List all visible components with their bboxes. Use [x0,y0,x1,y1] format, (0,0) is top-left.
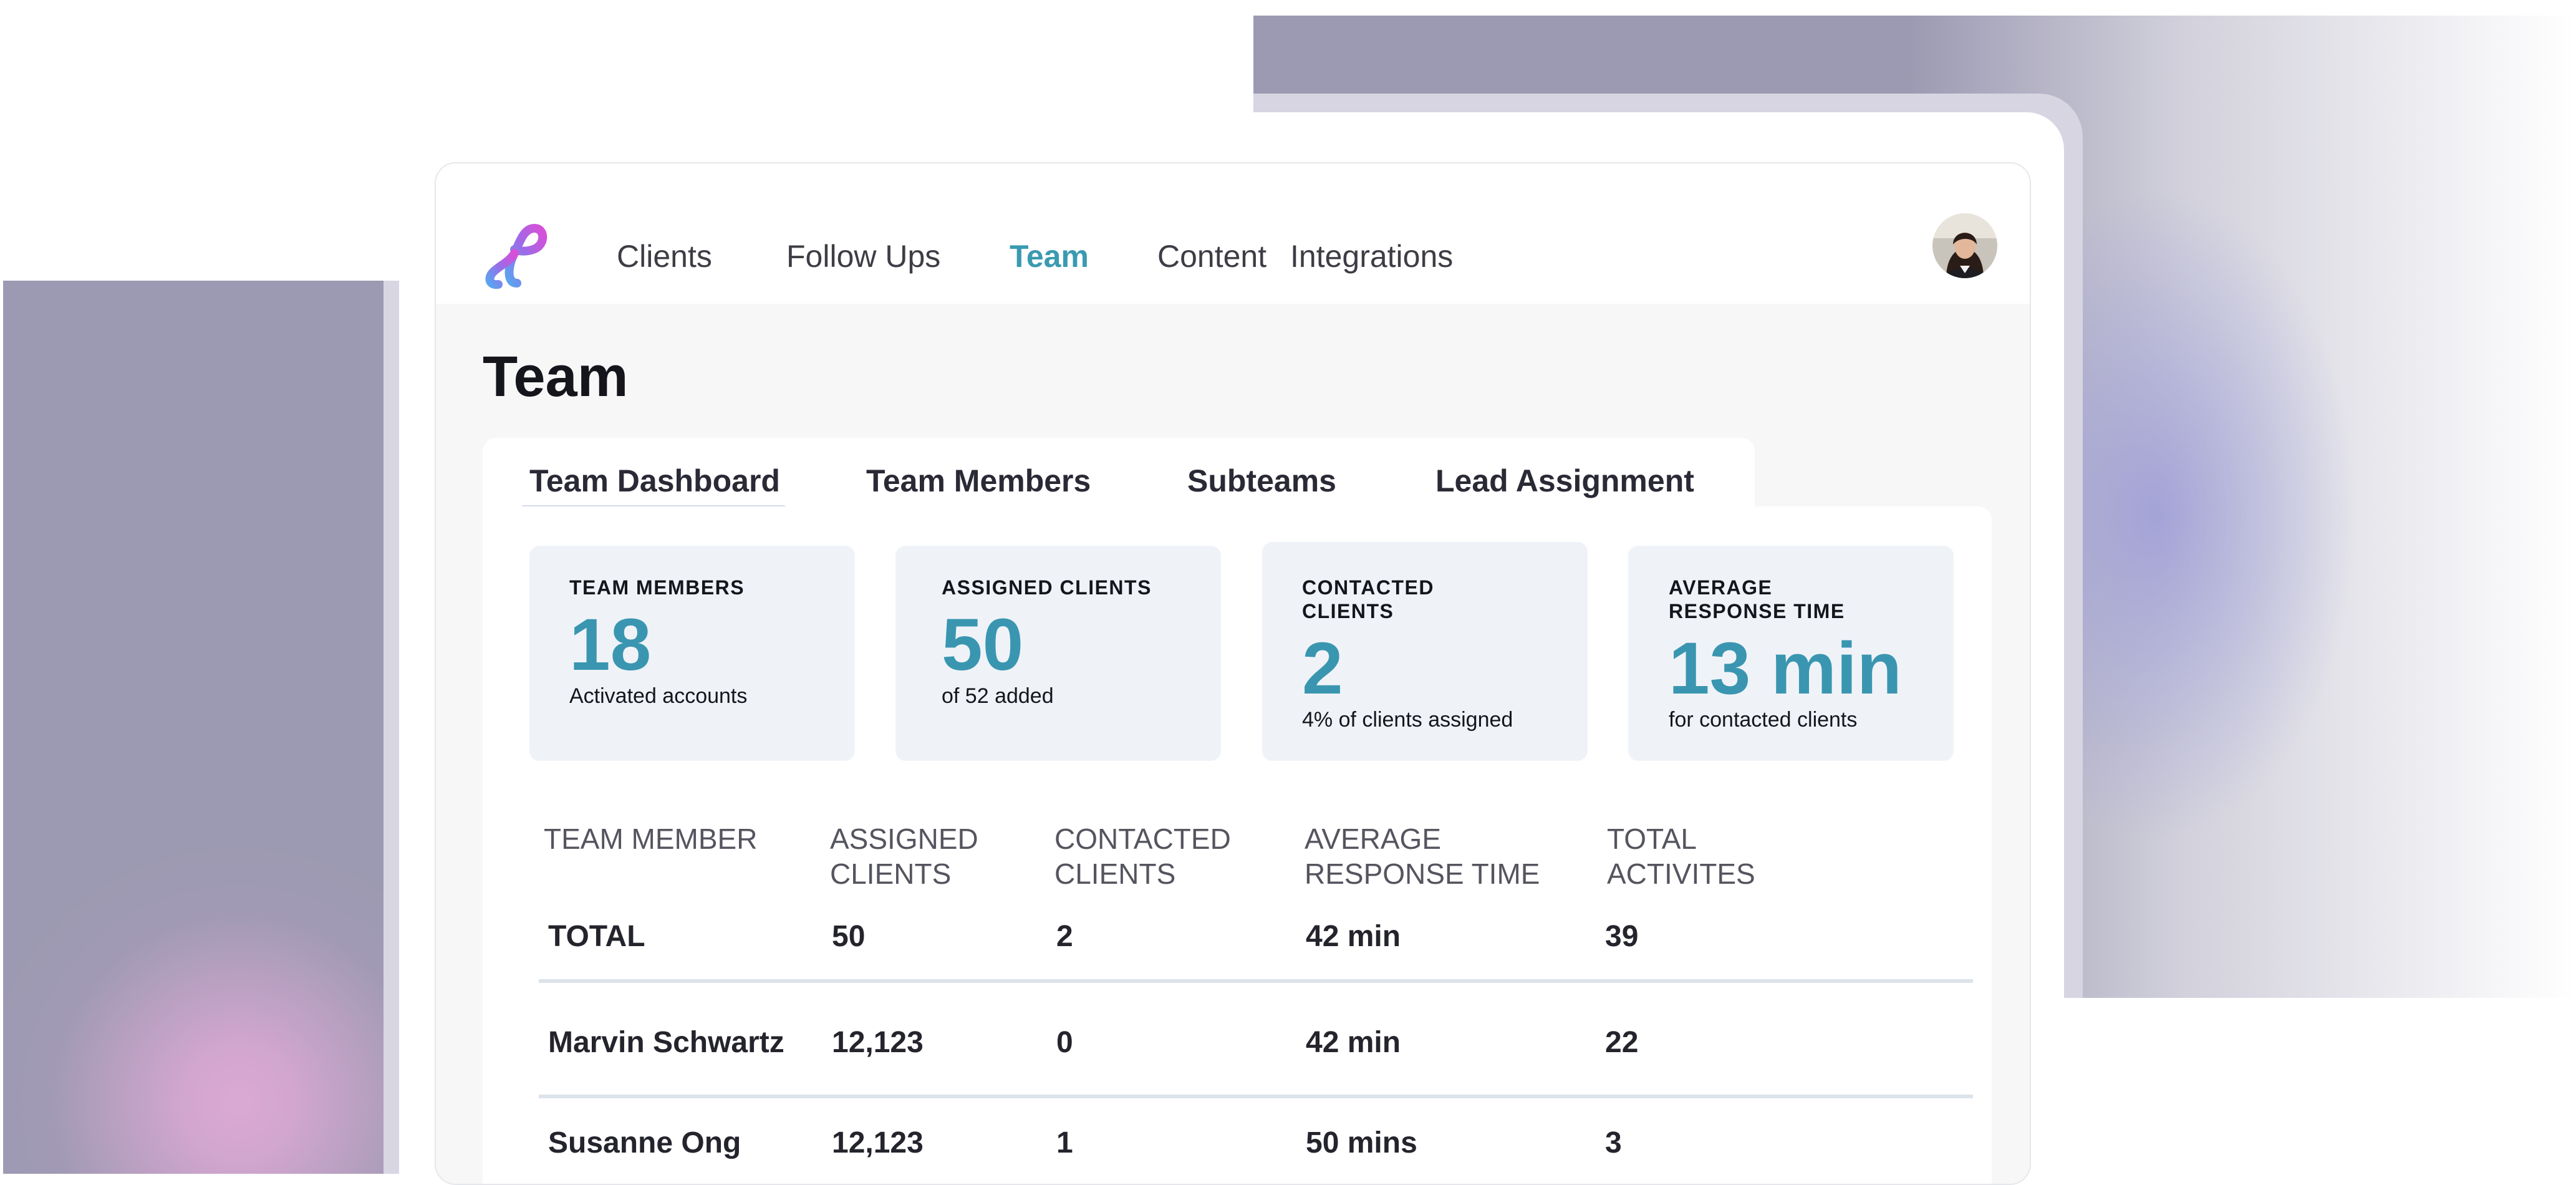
stat-value: 2 [1302,627,1343,710]
table-cell: 42 min [1306,920,1401,953]
tab-team-members[interactable]: Team Members [866,463,1091,498]
table-cell: 1 [1056,1126,1073,1159]
row-divider [539,979,1973,983]
table-cell: 50 [832,920,866,953]
stat-card-average-response-time: AVERAGE RESPONSE TIME 13 min for contact… [1628,546,1954,761]
stat-card-team-members: TEAM MEMBERS 18 Activated accounts [529,546,855,761]
stat-value: 50 [942,604,1024,686]
nav-item-content[interactable]: Content [1157,239,1267,274]
background-left-strip [384,281,399,1174]
table-cell: 12,123 [832,1126,924,1159]
nav-item-clients[interactable]: Clients [617,239,712,274]
table-cell: Susanne Ong [548,1126,741,1159]
top-navigation-bar: Clients Follow Ups Team Content Integrat… [436,163,2030,304]
stat-label: AVERAGE RESPONSE TIME [1669,576,1845,622]
table-row[interactable]: Susanne Ong 12,123 1 50 mins 3 [539,1126,1973,1184]
table-cell: 3 [1605,1126,1622,1159]
stat-label: ASSIGNED CLIENTS [942,576,1152,599]
stat-card-assigned-clients: ASSIGNED CLIENTS 50 of 52 added [895,546,1221,761]
stat-label: TEAM MEMBERS [569,576,745,599]
stat-subtext: for contacted clients [1669,708,1858,732]
tab-lead-assignment[interactable]: Lead Assignment [1435,463,1694,498]
column-header-average-response-time[interactable]: AVERAGE RESPONSE TIME [1305,823,1540,890]
stat-label: CONTACTED CLIENTS [1302,576,1434,622]
table-cell: TOTAL [548,920,645,953]
stat-subtext: Activated accounts [569,684,748,708]
row-divider [539,1095,1973,1098]
table-cell: 42 min [1306,1026,1401,1059]
table-row[interactable]: Marvin Schwartz 12,123 0 42 min 22 [539,1025,1973,1119]
column-header-team-member[interactable]: TEAM MEMBER [544,823,758,855]
table-cell: 12,123 [832,1026,924,1059]
column-header-assigned-clients[interactable]: ASSIGNED CLIENTS [830,823,978,890]
stat-value: 13 min [1669,627,1902,710]
table-cell: 50 mins [1306,1126,1417,1159]
column-header-total-activities[interactable]: TOTAL ACTIVITES [1607,823,1755,890]
user-avatar[interactable] [1932,213,1997,278]
nav-item-follow-ups[interactable]: Follow Ups [786,239,941,274]
stat-card-contacted-clients: CONTACTED CLIENTS 2 4% of clients assign… [1262,542,1588,761]
stat-subtext: of 52 added [942,684,1054,708]
page-title: Team [483,345,629,409]
tab-subteams[interactable]: Subteams [1187,463,1336,498]
column-header-contacted-clients[interactable]: CONTACTED CLIENTS [1054,823,1231,890]
table-cell: 2 [1056,920,1073,953]
app-window: Clients Follow Ups Team Content Integrat… [435,162,2031,1185]
team-dashboard-panel: TEAM MEMBERS 18 Activated accounts ASSIG… [483,506,1992,1184]
tab-team-dashboard[interactable]: Team Dashboard [529,463,780,498]
table-row-total: TOTAL 50 2 42 min 39 [539,919,1973,1013]
tab-bar: Team Dashboard Team Members Subteams Lea… [483,438,1755,513]
nav-item-team[interactable]: Team [1010,239,1089,274]
stat-value: 18 [569,604,652,686]
background-left-gradient [3,281,384,1174]
brand-logo-icon[interactable] [481,221,549,289]
main-content: Team Team Dashboard Team Members Subteam… [436,304,2030,1184]
table-cell: 0 [1056,1026,1073,1059]
table-cell: 22 [1605,1026,1639,1059]
stat-subtext: 4% of clients assigned [1302,708,1513,732]
user-avatar-icon [1932,213,1997,278]
table-cell: 39 [1605,920,1639,953]
table-cell: Marvin Schwartz [548,1026,784,1059]
nav-item-integrations[interactable]: Integrations [1290,239,1454,274]
